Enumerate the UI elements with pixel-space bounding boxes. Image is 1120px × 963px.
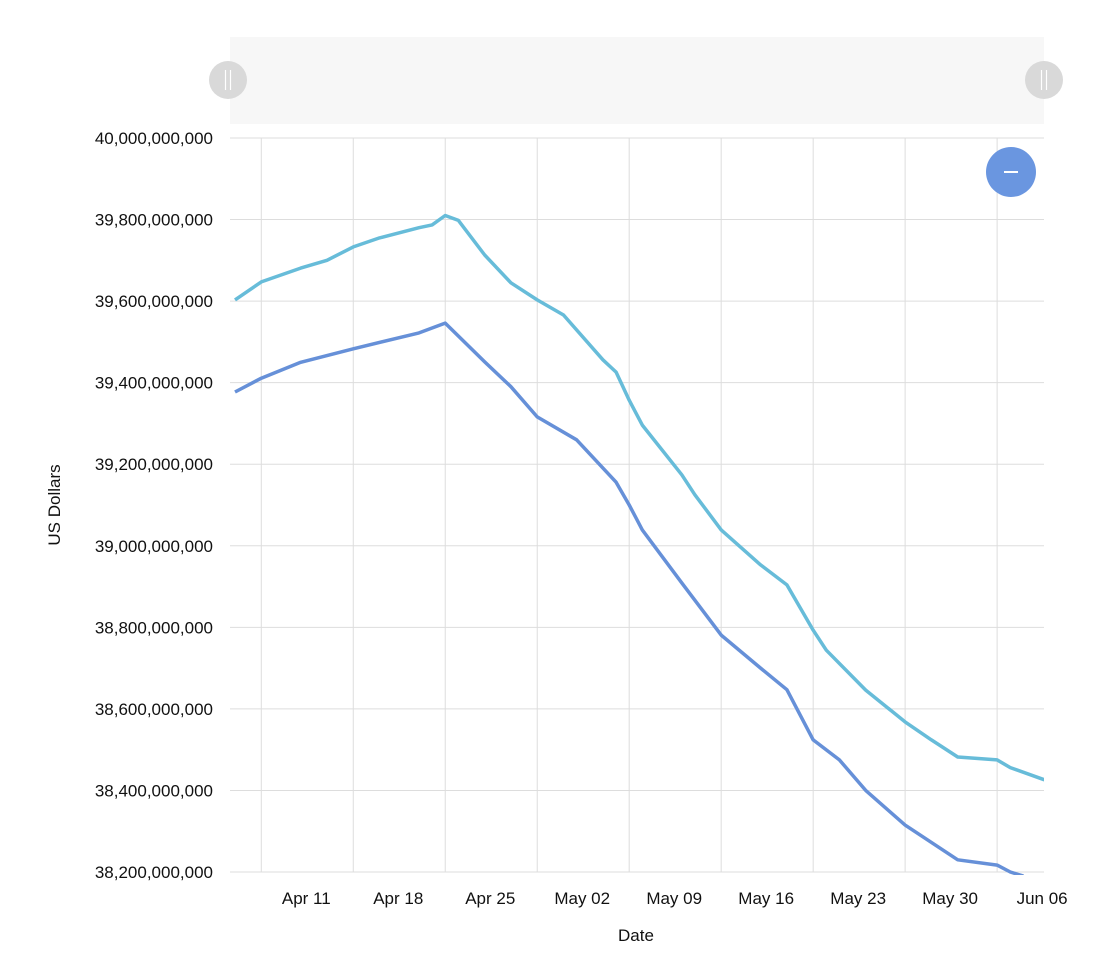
x-tick-label: May 16 [738,889,794,908]
x-tick-label: May 30 [922,889,978,908]
x-tick-label: May 23 [830,889,886,908]
navigator-track[interactable] [230,37,1044,124]
series-lines [234,213,1044,875]
y-tick-label: 38,200,000,000 [95,863,213,882]
y-tick-label: 39,400,000,000 [95,374,213,393]
x-tick-label: Jun 06 [1017,889,1068,908]
x-tick-label: May 02 [554,889,610,908]
y-tick-label: 38,400,000,000 [95,781,213,800]
x-axis-title: Date [618,926,654,945]
series-line-2 [234,321,1024,875]
y-axis-ticks: 40,000,000,000 39,800,000,000 39,600,000,0… [95,129,213,882]
y-tick-label: 38,800,000,000 [95,618,213,637]
x-tick-label: Apr 25 [465,889,515,908]
x-tick-label: Apr 18 [373,889,423,908]
navigator-right-handle[interactable] [1025,61,1063,99]
y-tick-label: 38,600,000,000 [95,700,213,719]
y-tick-label: 39,000,000,000 [95,537,213,556]
y-tick-label: 40,000,000,000 [95,129,213,148]
grip-icon [1040,70,1048,90]
series-line-1 [234,213,1044,782]
x-tick-label: May 09 [646,889,702,908]
x-axis-ticks: Apr 11 Apr 18 Apr 25 May 02 May 09 May 16 May … [282,889,1068,908]
y-axis-title: US Dollars [45,464,64,545]
navigator-left-handle[interactable] [209,61,247,99]
grid [230,137,1044,873]
y-tick-label: 39,600,000,000 [95,292,213,311]
y-tick-label: 39,800,000,000 [95,211,213,230]
x-tick-label: Apr 11 [282,889,331,908]
range-navigator[interactable] [209,37,1063,124]
y-tick-label: 39,200,000,000 [95,455,213,474]
grip-icon [224,70,232,90]
zoom-out-button[interactable] [986,147,1036,197]
